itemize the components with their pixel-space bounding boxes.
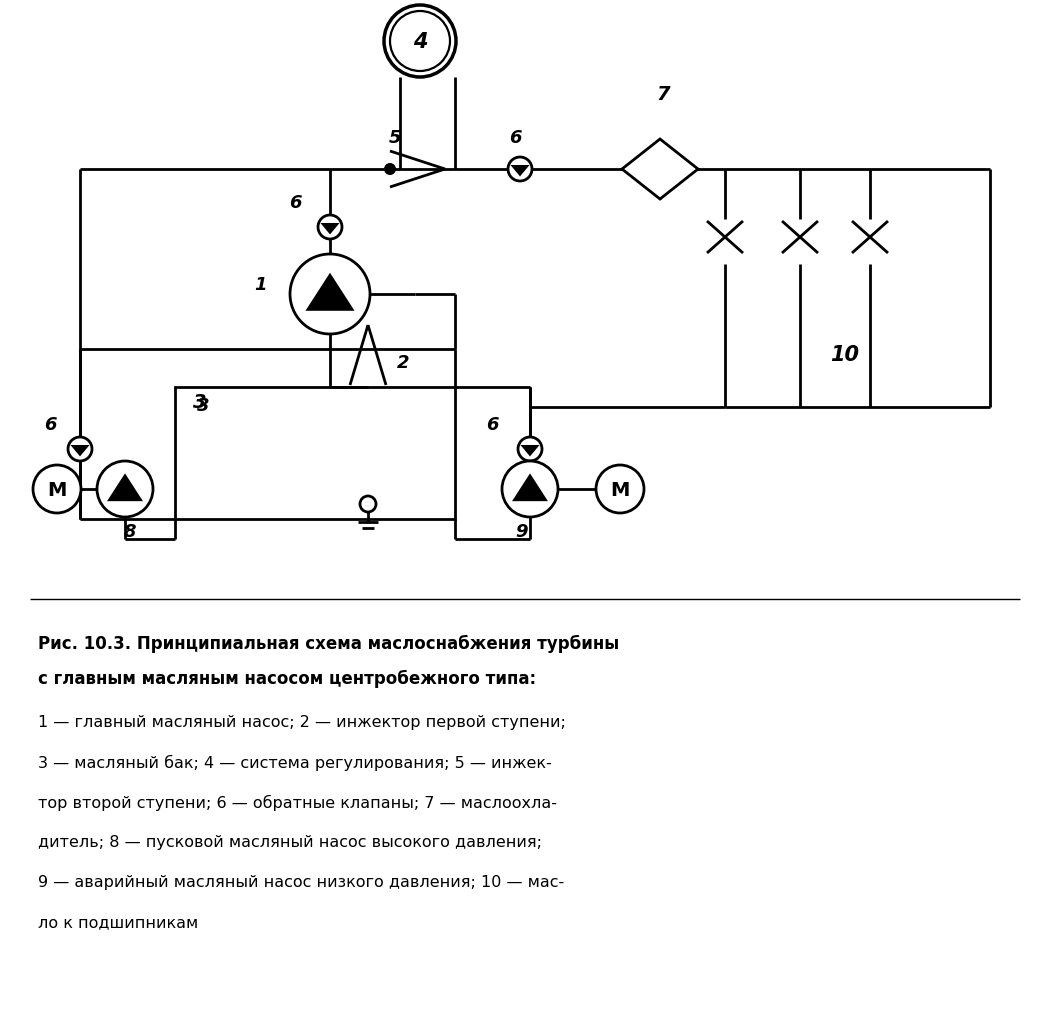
Circle shape [33,466,81,514]
Text: дитель; 8 — пусковой масляный насос высокого давления;: дитель; 8 — пусковой масляный насос высо… [38,835,542,849]
Text: ло к подшипникам: ло к подшипникам [38,914,199,929]
Circle shape [384,164,396,176]
Circle shape [290,255,370,334]
Text: 3: 3 [197,396,209,415]
Text: 1: 1 [253,276,266,293]
Text: тор второй ступени; 6 — обратные клапаны; 7 — маслоохла-: тор второй ступени; 6 — обратные клапаны… [38,794,557,810]
Text: 1 — главный масляный насос; 2 — инжектор первой ступени;: 1 — главный масляный насос; 2 — инжектор… [38,714,565,730]
Text: Рис. 10.3. Принципиальная схема маслоснабжения турбины: Рис. 10.3. Принципиальная схема маслосна… [38,635,619,652]
Circle shape [318,216,342,239]
Text: 8: 8 [124,523,137,540]
Polygon shape [109,477,141,500]
Circle shape [518,437,542,462]
Text: 6: 6 [289,194,302,212]
Text: 9: 9 [516,523,529,540]
Circle shape [97,462,153,518]
Text: с главным масляным насосом центробежного типа:: с главным масляным насосом центробежного… [38,669,536,688]
Text: 6: 6 [486,416,498,433]
Polygon shape [308,276,352,310]
Circle shape [508,158,532,181]
Circle shape [390,12,450,72]
Text: 9 — аварийный масляный насос низкого давления; 10 — мас-: 9 — аварийный масляный насос низкого дав… [38,874,564,890]
Polygon shape [513,167,527,175]
Polygon shape [523,447,537,454]
Text: 5: 5 [389,128,401,147]
Text: 3 — масляный бак; 4 — система регулирования; 5 — инжек-: 3 — масляный бак; 4 — система регулирова… [38,754,552,770]
Circle shape [502,462,558,518]
Text: 10: 10 [830,344,860,365]
Text: М: М [611,480,630,499]
Polygon shape [622,140,698,200]
Text: 4: 4 [413,32,428,52]
Polygon shape [324,225,336,233]
Circle shape [360,496,376,513]
Circle shape [384,6,456,77]
Polygon shape [515,477,545,500]
Circle shape [596,466,644,514]
Polygon shape [74,447,86,454]
Text: 3: 3 [193,393,207,412]
Text: 6: 6 [44,416,57,433]
Text: 7: 7 [656,86,669,104]
Text: М: М [47,480,66,499]
Circle shape [68,437,92,462]
Text: 6: 6 [509,128,521,147]
Text: 2: 2 [396,354,409,372]
Bar [176,387,455,520]
